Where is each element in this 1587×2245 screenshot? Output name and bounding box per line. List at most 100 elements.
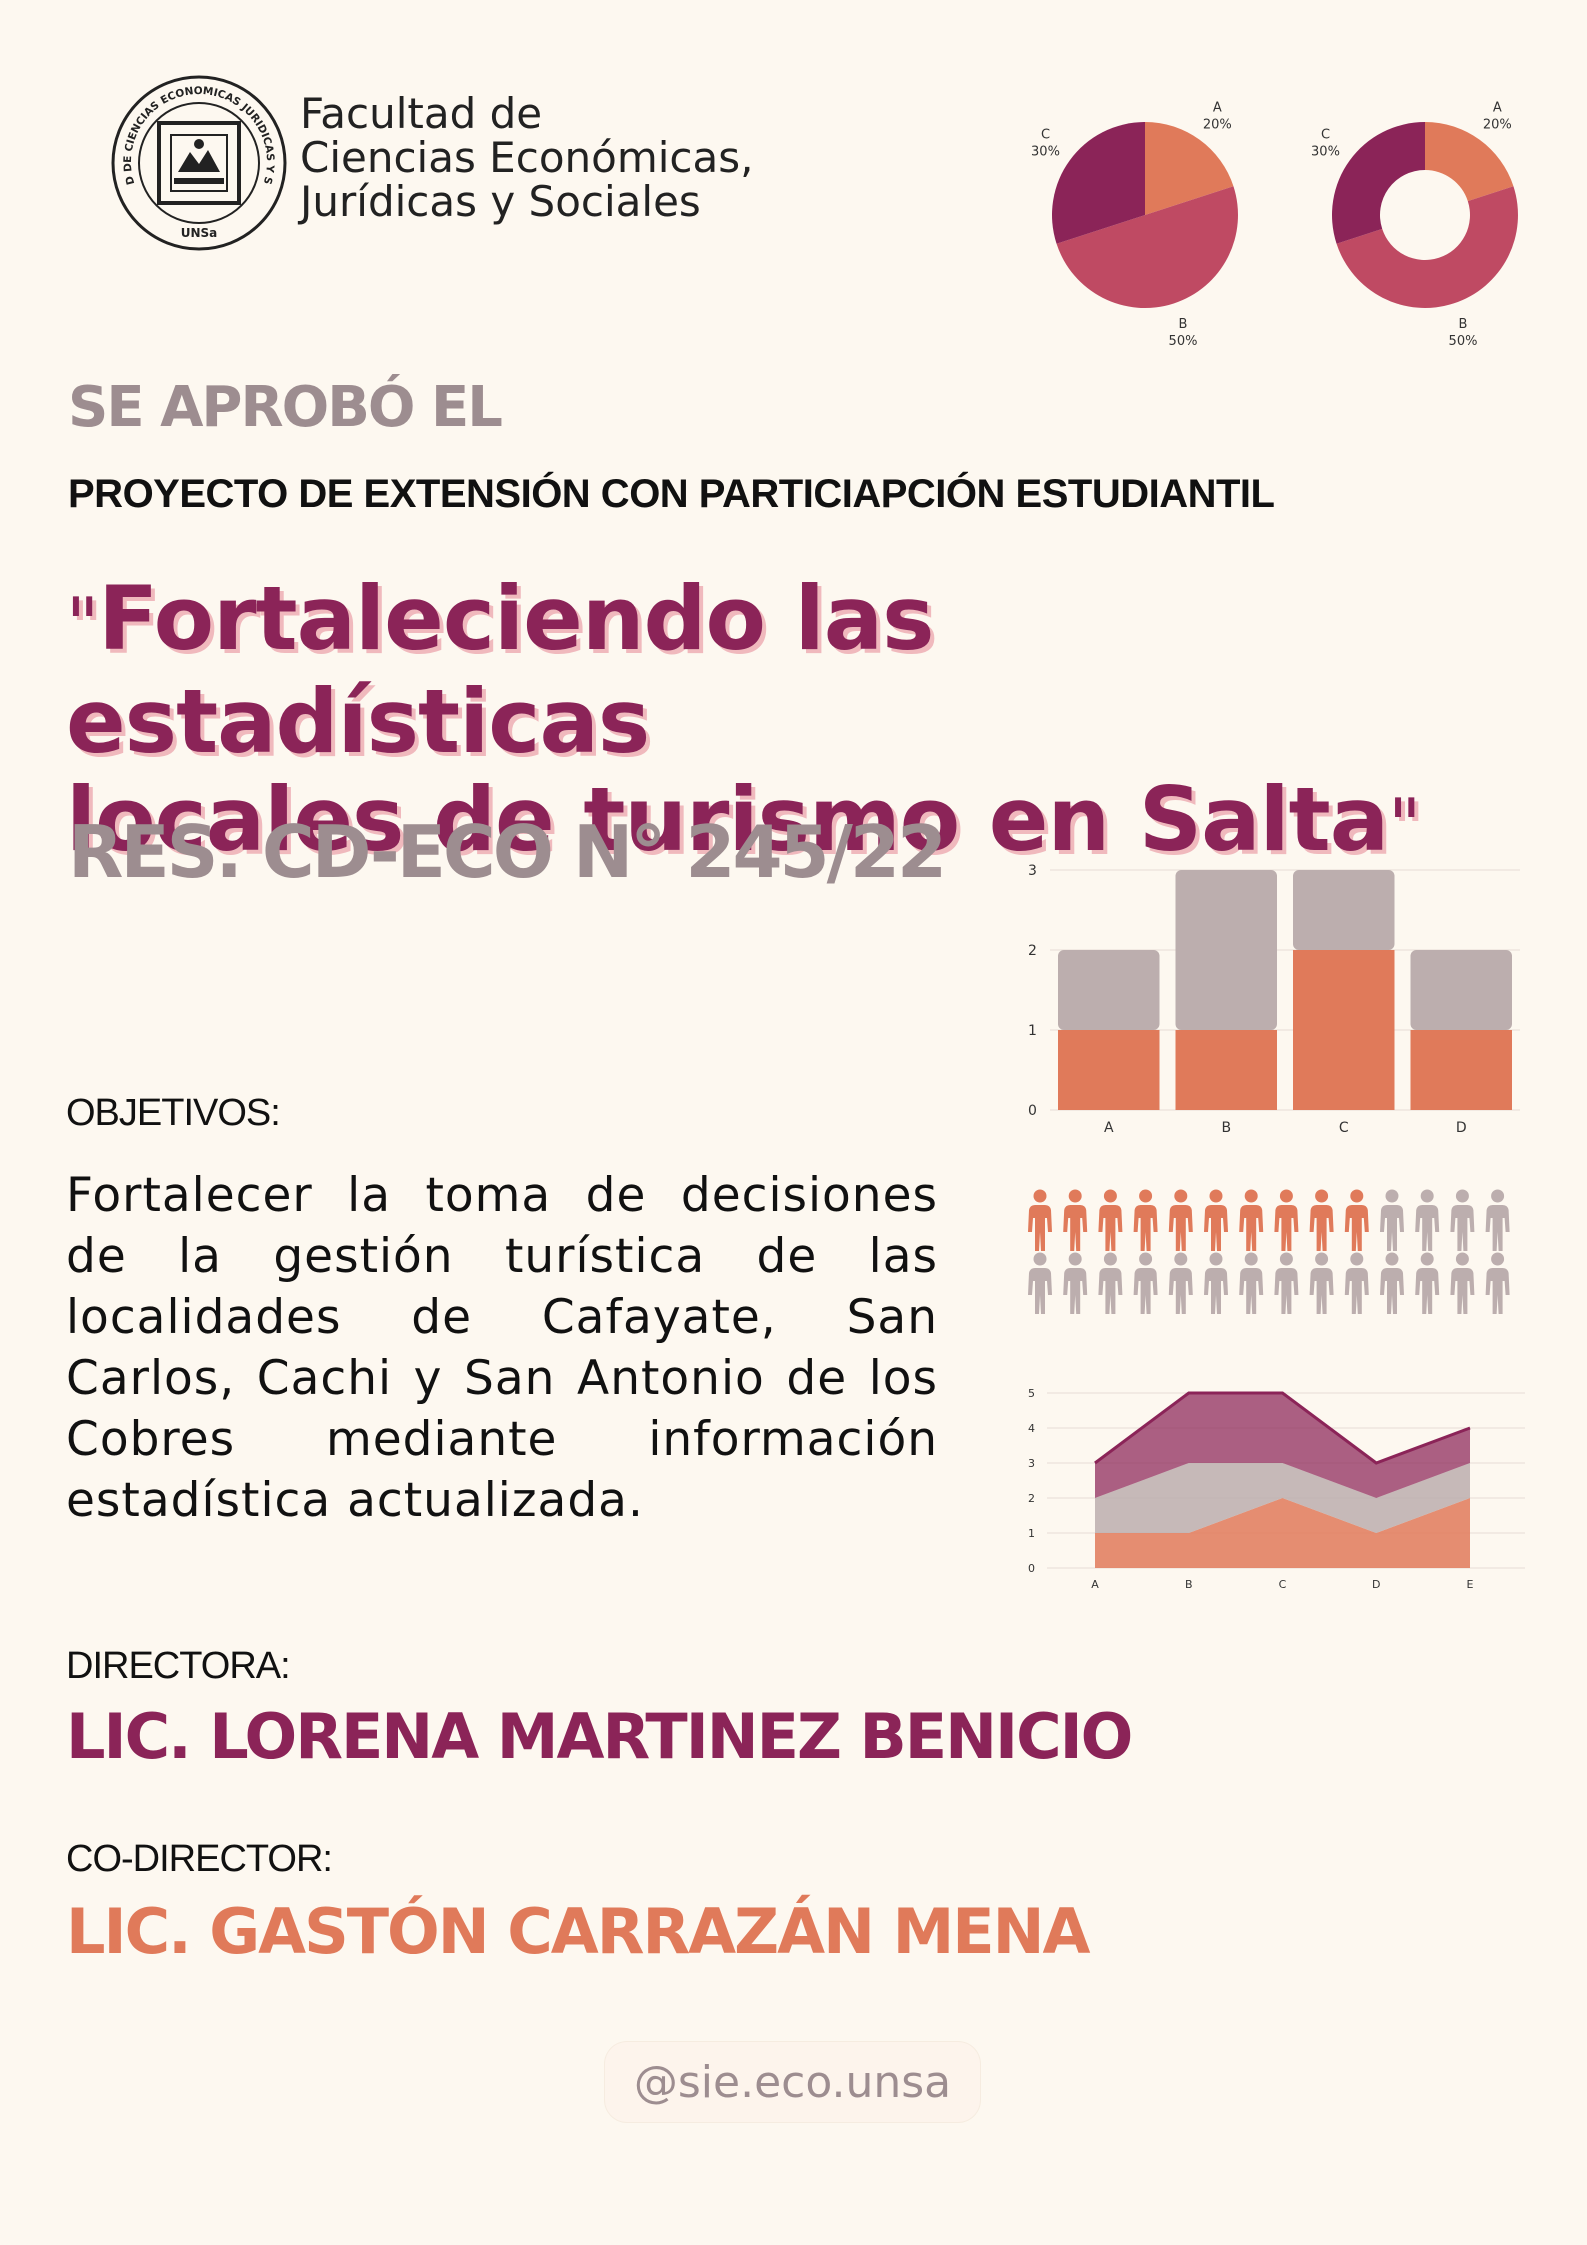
slice-value-label: 20% (1483, 117, 1512, 132)
area-series-3 (1095, 1393, 1470, 1498)
y-tick-label: 2 (1028, 1492, 1035, 1505)
person-icon (1168, 1252, 1193, 1314)
slice-label: B (1179, 317, 1188, 332)
slice-label: A (1493, 100, 1502, 115)
objectives-text: Fortalecer la toma de decisiones de la g… (66, 1168, 938, 1528)
pie-charts: A 20% B 50% C 30% A 20% B 50% C 30% (1031, 100, 1518, 349)
area-top-line (1094, 1391, 1471, 1465)
people-pictograph (1028, 1189, 1510, 1314)
title-line-2: locales de turismo en Salta (66, 768, 1389, 871)
person-icon (1344, 1252, 1369, 1314)
person-icon (1063, 1189, 1088, 1251)
person-icon (1415, 1189, 1440, 1251)
faculty-line-3: Jurídicas y Sociales (300, 177, 701, 226)
x-tick-label: B (1185, 1578, 1193, 1591)
x-tick-label: D (1456, 1120, 1467, 1136)
x-tick-label: C (1339, 1120, 1349, 1136)
stacked-area-chart: 0 1 2 3 4 5 A B C D E (1028, 1387, 1525, 1591)
y-tick-label: 0 (1028, 1103, 1037, 1119)
person-icon (1098, 1252, 1123, 1314)
donut-slice-b (1336, 186, 1518, 308)
title-close-quote: " (1388, 783, 1421, 867)
donut-slice-c (1332, 122, 1425, 244)
y-tick-label: 3 (1028, 1457, 1035, 1470)
project-type: PROYECTO DE EXTENSIÓN CON PARTICIAPCIÓN … (68, 472, 1275, 516)
person-icon (1239, 1252, 1264, 1314)
slice-value-label: 50% (1169, 334, 1198, 349)
codirector-label: CO-DIRECTOR: (66, 1838, 333, 1880)
person-icon (1485, 1252, 1510, 1314)
bar-segment (1175, 870, 1277, 1030)
y-tick-label: 4 (1028, 1422, 1035, 1435)
pie-slice-a (1145, 122, 1234, 215)
project-title: "Fortaleciendo las estadísticas locales … (66, 570, 1546, 874)
x-tick-label: A (1104, 1120, 1114, 1136)
x-tick-label: D (1372, 1578, 1380, 1591)
person-icon (1133, 1252, 1158, 1314)
pie-slice-c (1052, 122, 1145, 244)
codirector-name: LIC. GASTÓN CARRAZÁN MENA (66, 1895, 1090, 1968)
approved-heading: SE APROBÓ EL (68, 375, 503, 440)
x-tick-label: B (1221, 1120, 1231, 1136)
donut-slice-a (1425, 122, 1514, 202)
person-icon (1204, 1252, 1228, 1314)
slice-value-label: 20% (1203, 117, 1232, 132)
director-name: LIC. LORENA MARTINEZ BENICIO (66, 1700, 1133, 1773)
x-tick-label: E (1467, 1578, 1474, 1591)
slice-value-label: 50% (1449, 334, 1478, 349)
person-icon (1415, 1252, 1440, 1314)
resolution-number: RES. CD-ECO N° 245/22 (68, 810, 947, 894)
faculty-line-2: Ciencias Económicas, (300, 133, 754, 182)
person-icon (1028, 1189, 1052, 1251)
person-icon (1028, 1252, 1052, 1314)
person-icon (1450, 1252, 1475, 1314)
title-line-1: Fortaleciendo las estadísticas (66, 567, 934, 773)
faculty-line-1: Facultad de (300, 89, 543, 138)
y-tick-label: 0 (1028, 1562, 1035, 1575)
person-icon (1098, 1189, 1123, 1251)
slice-label: C (1321, 128, 1330, 143)
person-icon (1274, 1189, 1299, 1251)
social-handle[interactable]: @sie.eco.unsa (605, 2042, 980, 2122)
y-tick-label: 3 (1028, 863, 1037, 879)
bar-segment (1058, 1030, 1160, 1110)
bar-segment (1175, 1030, 1277, 1110)
area-series-2 (1095, 1463, 1470, 1533)
slice-label: B (1459, 317, 1468, 332)
slice-value-label: 30% (1031, 145, 1060, 160)
x-tick-label: C (1279, 1578, 1287, 1591)
person-icon (1380, 1252, 1404, 1314)
slice-label: C (1041, 128, 1050, 143)
person-icon (1133, 1189, 1158, 1251)
person-icon (1344, 1189, 1369, 1251)
person-icon (1380, 1189, 1404, 1251)
person-icon (1274, 1252, 1299, 1314)
bar-segment (1293, 950, 1395, 1110)
objectives-label: OBJETIVOS: (66, 1092, 281, 1134)
slice-value-label: 30% (1311, 145, 1340, 160)
y-tick-label: 5 (1028, 1387, 1035, 1400)
faculty-name: Facultad de Ciencias Económicas, Jurídic… (300, 92, 753, 224)
person-icon (1309, 1252, 1334, 1314)
person-icon (1239, 1189, 1264, 1251)
person-icon (1309, 1189, 1334, 1251)
person-icon (1485, 1189, 1510, 1251)
x-tick-label: A (1091, 1578, 1099, 1591)
slice-label: A (1213, 100, 1222, 115)
bar-segment (1058, 950, 1160, 1030)
bar-segment (1293, 870, 1395, 950)
logo-bottom-text: UNSa (181, 226, 218, 240)
stacked-bar-chart: 0 1 2 3 A B C D (1028, 863, 1520, 1136)
y-tick-label: 1 (1028, 1527, 1035, 1540)
person-icon (1204, 1189, 1228, 1251)
y-tick-label: 1 (1028, 1023, 1037, 1039)
person-icon (1168, 1189, 1193, 1251)
bar-segment (1410, 950, 1512, 1030)
y-tick-label: 2 (1028, 943, 1037, 959)
person-icon (1450, 1189, 1475, 1251)
director-label: DIRECTORA: (66, 1645, 291, 1687)
title-open-quote: " (66, 582, 99, 666)
pie-slice-b (1056, 186, 1238, 308)
person-icon (1063, 1252, 1088, 1314)
university-seal-icon: FACULTAD DE CIENCIAS ECONOMICAS JURIDICA… (108, 72, 287, 251)
